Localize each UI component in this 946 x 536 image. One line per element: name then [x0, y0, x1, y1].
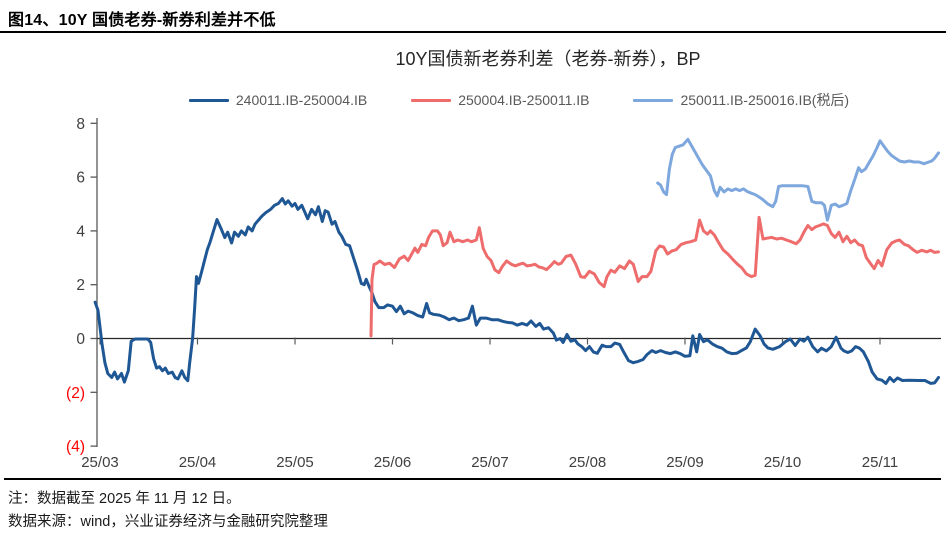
y-tick-label: 2: [76, 277, 85, 294]
y-tick-label: (4): [66, 439, 85, 456]
y-tick-label: 6: [76, 170, 85, 187]
header-divider: [0, 31, 946, 33]
y-tick-label: 0: [76, 331, 85, 348]
legend-item-series-3: 250011.IB-250016.IB(税后): [633, 90, 849, 110]
x-tick-label: 25/03: [81, 454, 119, 471]
legend-item-series-2: 250004.IB-250011.IB: [411, 92, 589, 108]
y-tick-label: (2): [66, 385, 85, 402]
x-tick-label: 25/10: [764, 454, 802, 471]
y-tick-label: 4: [76, 223, 85, 240]
figure-title: 图14、10Y 国债老券-新券利差并不低: [8, 12, 276, 29]
series-1-line-swatch: [188, 98, 229, 102]
note-data-cutoff: 注：数据截至 2025 年 11 月 12 日。: [8, 491, 241, 507]
y-tick-label: 8: [76, 116, 85, 133]
legend-label-series-3: 250011.IB-250016.IB(税后): [680, 92, 850, 108]
series-3-line-swatch: [633, 98, 674, 102]
chart-title: 10Y国债新老券利差（老券-新券），BP: [395, 49, 701, 69]
x-tick-label: 25/11: [862, 454, 898, 471]
series-line-0: [93, 197, 940, 385]
legend-item-series-1: 240011.IB-250004.IB: [188, 92, 368, 108]
x-tick-label: 25/09: [666, 454, 704, 471]
legend-label-series-2: 250004.IB-250011.IB: [458, 92, 590, 108]
x-tick-label: 25/05: [276, 454, 314, 471]
series-line-1: [369, 215, 940, 338]
note-data-source: 数据来源：wind，兴业证券经济与金融研究院整理: [8, 514, 328, 530]
series-2-line-swatch: [411, 98, 452, 102]
series-line-2: [656, 137, 940, 222]
legend-label-series-1: 240011.IB-250004.IB: [235, 92, 368, 108]
x-tick-label: 25/06: [374, 454, 412, 471]
chart-bottom-divider: [4, 478, 941, 480]
x-tick-label: 25/04: [179, 454, 217, 471]
x-tick-label: 25/08: [569, 454, 607, 471]
x-tick-label: 25/07: [471, 454, 509, 471]
chart-legend: 240011.IB-250004.IB 250004.IB-250011.IB …: [97, 90, 941, 110]
